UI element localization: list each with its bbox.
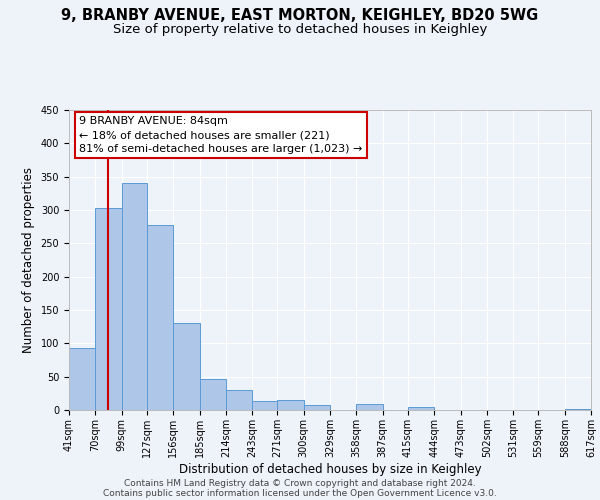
Bar (252, 402, 277, 410)
X-axis label: Distribution of detached houses by size in Keighley: Distribution of detached houses by size … (179, 462, 481, 475)
Text: Contains public sector information licensed under the Open Government Licence v3: Contains public sector information licen… (103, 488, 497, 498)
Bar (122, 184, 147, 410)
Text: Size of property relative to detached houses in Keighley: Size of property relative to detached ho… (113, 22, 487, 36)
Bar (277, 400, 304, 410)
Bar (304, 406, 330, 410)
Text: 9 BRANBY AVENUE: 84sqm
← 18% of detached houses are smaller (221)
81% of semi-de: 9 BRANBY AVENUE: 84sqm ← 18% of detached… (79, 116, 363, 154)
Y-axis label: Number of detached properties: Number of detached properties (22, 167, 35, 353)
Bar (226, 390, 252, 410)
Bar (199, 378, 226, 410)
Bar (408, 406, 434, 410)
Bar (69, 348, 95, 410)
Bar (95, 208, 122, 410)
Text: 9, BRANBY AVENUE, EAST MORTON, KEIGHLEY, BD20 5WG: 9, BRANBY AVENUE, EAST MORTON, KEIGHLEY,… (61, 8, 539, 22)
Bar (147, 224, 173, 410)
Bar (565, 408, 591, 410)
Text: Contains HM Land Registry data © Crown copyright and database right 2024.: Contains HM Land Registry data © Crown c… (124, 478, 476, 488)
Bar (356, 404, 383, 410)
Bar (173, 322, 199, 410)
